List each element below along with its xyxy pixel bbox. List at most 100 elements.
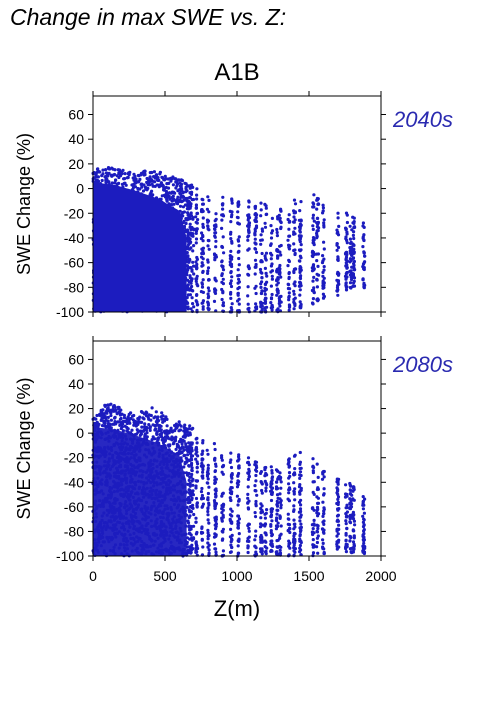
data-point [206,301,210,305]
data-point [191,547,195,551]
data-point [344,235,348,239]
data-point [229,270,233,274]
data-point [269,243,273,247]
data-point [132,423,136,427]
data-point [138,420,142,424]
data-point [184,221,188,226]
data-point [286,512,290,516]
data-point [253,204,258,208]
data-point [189,266,193,270]
data-point [270,534,274,538]
data-point [195,460,199,464]
data-point [213,488,217,492]
data-point [312,518,316,523]
data-point [96,167,100,171]
data-point [133,174,137,178]
data-point [352,250,356,254]
data-point [220,492,224,496]
data-point [337,224,341,228]
data-point [336,519,340,523]
data-point [287,291,291,295]
data-point [220,538,224,542]
data-point [229,498,233,502]
data-point [109,413,113,418]
data-point [278,471,282,475]
data-point [322,221,326,225]
data-point [311,297,315,301]
data-point [246,302,250,306]
data-point [190,296,194,300]
data-point [201,209,205,213]
data-point [316,475,320,479]
data-point [230,275,234,279]
data-point [260,271,264,275]
data-point [195,300,199,304]
data-point [321,541,325,546]
data-point [348,547,352,551]
data-point [275,267,279,271]
data-point [269,224,273,228]
data-point [297,259,301,263]
data-point [187,478,191,482]
data-point [136,173,140,178]
data-point [229,237,233,241]
data-point [311,213,315,217]
data-point [263,256,267,260]
data-point [153,176,157,180]
data-point [315,229,319,233]
data-point [276,291,280,295]
data-point [259,233,263,237]
data-point [213,256,217,260]
data-point [186,521,191,525]
data-point [207,210,211,214]
data-point [207,228,211,232]
data-point [361,221,365,225]
data-point [177,429,181,433]
data-point [263,308,267,313]
data-point [194,227,198,231]
data-point [235,215,239,219]
data-point [255,465,259,470]
data-point [344,281,348,285]
data-point [345,259,349,263]
data-point [114,422,118,426]
data-point [119,426,123,431]
data-point [150,406,154,410]
data-point [184,187,188,191]
data-point [246,546,250,550]
data-point [189,307,193,311]
data-point [312,480,316,484]
data-point [336,502,340,507]
data-point [188,431,192,435]
data-point [220,297,224,302]
data-point [246,272,250,276]
data-point [254,504,258,508]
data-point [278,492,282,496]
data-point [335,248,339,252]
data-point [292,522,296,526]
data-point [348,281,353,285]
data-point [278,516,282,521]
data-point [149,179,153,183]
data-point [229,249,233,253]
data-point [247,213,251,217]
data-point [174,447,178,451]
data-point [292,211,296,215]
data-point [108,408,112,412]
data-point [247,529,251,533]
data-point [298,209,302,213]
data-point [178,204,183,208]
data-point [188,484,192,488]
data-point [269,539,273,543]
data-point [194,496,199,501]
data-point [276,254,280,258]
data-point [345,510,349,514]
data-point [110,422,115,426]
data-point [362,532,366,536]
data-point [177,199,181,203]
data-point [184,456,188,460]
data-point [195,211,199,216]
data-point [200,285,205,289]
data-point [206,224,210,228]
data-point [265,473,269,477]
